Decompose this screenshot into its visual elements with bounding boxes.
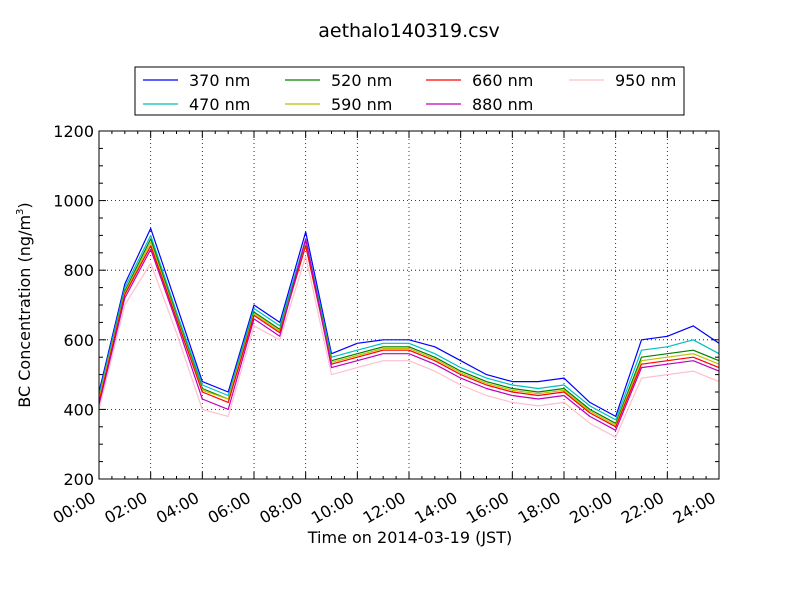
series-line-660-nm: [98, 245, 720, 428]
x-axis-label: Time on 2014-03-19 (JST): [307, 528, 512, 547]
chart-title: aethalo140319.csv: [318, 20, 500, 42]
y-tick-label: 400: [63, 400, 94, 419]
series-line-950-nm: [98, 255, 720, 438]
legend-label: 660 nm: [472, 71, 533, 90]
y-tick-label: 200: [63, 470, 94, 489]
legend-label: 880 nm: [472, 95, 533, 114]
series-line-370-nm: [98, 227, 720, 417]
y-axis-label: BC Concentration (ng/m3): [15, 202, 34, 407]
legend-label: 370 nm: [189, 71, 250, 90]
y-axis-label-close: ): [15, 202, 34, 208]
y-axis-label-main: BC Concentration (ng/m: [15, 215, 34, 408]
series-line-880-nm: [98, 238, 720, 431]
y-tick-labels: 200 400 600 800 1000 1200: [53, 122, 94, 489]
y-tick-label: 1200: [53, 122, 94, 141]
legend-label: 520 nm: [331, 71, 392, 90]
y-tick-label: 1000: [53, 192, 94, 211]
y-axis-label-sup: 3: [15, 209, 26, 215]
plot-frame: [98, 130, 720, 480]
y-tick-label: 800: [63, 261, 94, 280]
legend: 370 nm 470 nm 520 nm 590 nm 660 nm 880 nm 950 …: [134, 66, 685, 116]
series-lines: [98, 227, 720, 438]
grid: [99, 131, 719, 479]
y-tick-label: 600: [63, 331, 94, 350]
legend-label: 470 nm: [189, 95, 250, 114]
series-line-470-nm: [98, 234, 720, 421]
legend-label: 590 nm: [331, 95, 392, 114]
legend-label: 950 nm: [615, 71, 676, 90]
legend-box: [134, 66, 685, 116]
